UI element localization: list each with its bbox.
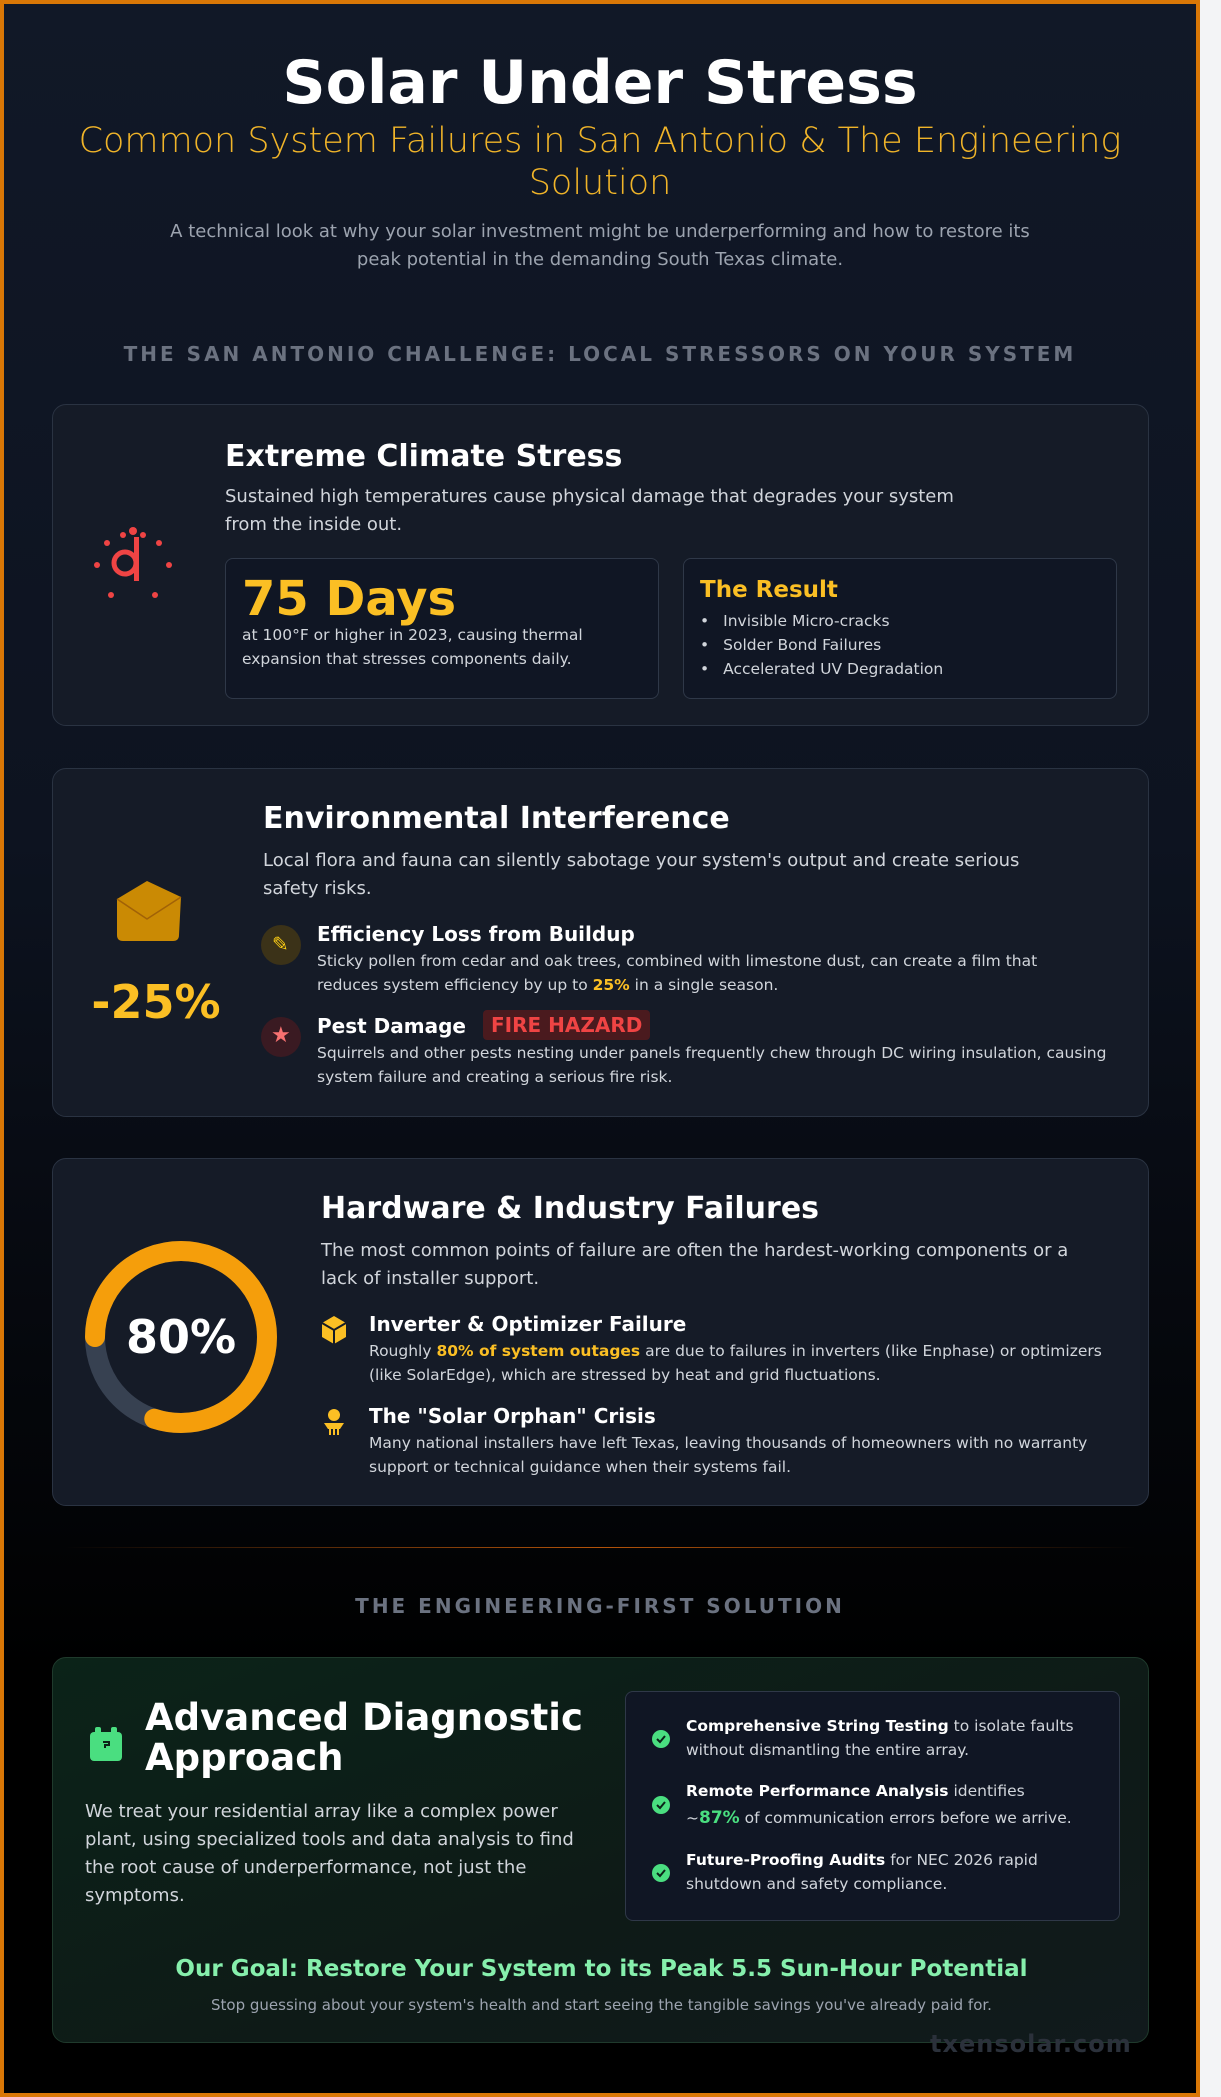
divider	[64, 1547, 1136, 1548]
card-title: Environmental Interference	[263, 801, 730, 836]
person-icon	[324, 1409, 344, 1435]
clipboard-icon	[90, 1727, 122, 1761]
checklist-box: Comprehensive String Testing to isolate …	[625, 1691, 1120, 1921]
stat-desc: at 100°F or higher in 2023, causing ther…	[242, 626, 583, 668]
environment-card: -25% Environmental Interference Local fl…	[52, 768, 1149, 1117]
card-desc: Sustained high temperatures cause physic…	[225, 486, 954, 535]
cube-icon	[321, 1316, 347, 1344]
card-title: Extreme Climate Stress	[225, 439, 623, 474]
check-item: Comprehensive String Testing to isolate …	[686, 1717, 1074, 1759]
goal-heading: Our Goal: Restore Your System to its Pea…	[175, 1956, 1028, 1982]
stat-box: 75 Days at 100°F or higher in 2023, caus…	[225, 558, 659, 699]
result-title: The Result	[700, 577, 838, 603]
fire-hazard-badge: FIRE HAZARD	[483, 1010, 651, 1040]
result-box: The Result Invisible Micro-cracks Solder…	[683, 558, 1117, 699]
item-text: Roughly 80% of system outages are due to…	[369, 1342, 1102, 1384]
item-title: Inverter & Optimizer Failure	[369, 1312, 687, 1336]
solution-card: Advanced Diagnostic Approach We treat yo…	[52, 1657, 1149, 2043]
check-item: Future-Proofing Audits for NEC 2026 rapi…	[686, 1851, 1038, 1893]
solution-desc: We treat your residential array like a c…	[85, 1801, 574, 1906]
climate-card: Extreme Climate Stress Sustained high te…	[52, 404, 1149, 726]
env-stat: -25%	[91, 975, 221, 1029]
watermark: txensolar.com	[930, 2030, 1132, 2058]
result-item: Invisible Micro-cracks	[700, 609, 943, 633]
check-item: Remote Performance Analysis identifies ~…	[686, 1782, 1072, 1828]
result-item: Accelerated UV Degradation	[700, 657, 943, 681]
donut-chart: 80%	[85, 1241, 277, 1433]
card-desc: The most common points of failure are of…	[321, 1240, 1069, 1289]
check-icon	[652, 1730, 670, 1752]
check-icon	[652, 1864, 670, 1886]
pollen-icon: ✎	[261, 925, 301, 965]
hardware-card: 80% Hardware & Industry Failures The mos…	[52, 1158, 1149, 1506]
item-text: Many national installers have left Texas…	[369, 1434, 1088, 1476]
donut-label: 80%	[126, 1310, 236, 1364]
item-text: Squirrels and other pests nesting under …	[317, 1044, 1107, 1086]
item-title: Efficiency Loss from Buildup	[317, 922, 635, 946]
item-text: Sticky pollen from cedar and oak trees, …	[317, 952, 1038, 994]
result-item: Solder Bond Failures	[700, 633, 943, 657]
goal-subtext: Stop guessing about your system's health…	[211, 1996, 992, 2014]
section-heading-solution: THE ENGINEERING-FIRST SOLUTION	[355, 1594, 845, 1618]
page-edge	[1200, 0, 1221, 2097]
check-icon	[652, 1796, 670, 1818]
item-title: Pest Damage	[317, 1014, 466, 1038]
intro-text: A technical look at why your solar inves…	[170, 221, 1030, 270]
sun-heat-icon	[94, 527, 172, 598]
stat-value: 75 Days	[242, 571, 457, 627]
item-title: The "Solar Orphan" Crisis	[369, 1404, 656, 1428]
box-icon	[116, 881, 182, 941]
donut-arc	[85, 1241, 277, 1433]
pest-icon: ★	[261, 1017, 301, 1057]
page-title: Solar Under Stress	[282, 48, 918, 118]
card-desc: Local flora and fauna can silently sabot…	[263, 850, 1020, 899]
section-heading-challenge: THE SAN ANTONIO CHALLENGE: LOCAL STRESSO…	[123, 342, 1077, 366]
card-title: Hardware & Industry Failures	[321, 1191, 820, 1226]
solution-title: Advanced Diagnostic Approach	[145, 1696, 583, 1779]
page-subtitle: Common System Failures in San Antonio & …	[78, 121, 1122, 203]
